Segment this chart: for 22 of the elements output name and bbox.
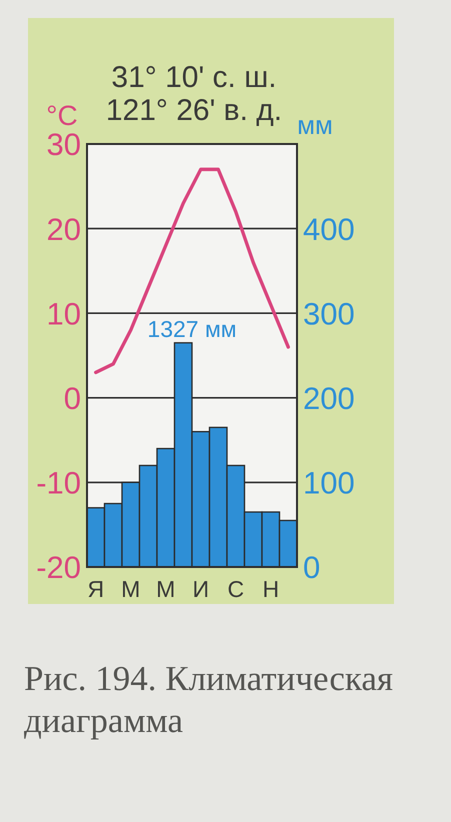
x-tick-label: И — [192, 576, 210, 602]
y2-axis-title: мм — [297, 110, 333, 140]
line-series — [94, 168, 290, 374]
y2-tick-label: 200 — [303, 380, 355, 416]
x-tick-label: Я — [87, 576, 104, 602]
y-tick-label: 0 — [64, 380, 81, 416]
chart-title: 31° 10' с. ш. — [111, 61, 277, 94]
x-tick-label: М — [121, 576, 140, 602]
y-tick-label: 10 — [46, 296, 81, 332]
x-tick-label: Н — [262, 576, 280, 602]
text: Рис. 194. Климатическая диаграмма — [24, 658, 394, 742]
x-tick-label: М — [156, 576, 176, 602]
y2-tick-label: 100 — [303, 466, 355, 501]
annotation: 1327 мм — [147, 316, 237, 342]
y2-tick-label: 300 — [303, 296, 355, 332]
y-tick-label: -20 — [36, 550, 81, 586]
y2-tick-label: 0 — [303, 550, 320, 586]
y-tick-label: -10 — [36, 466, 81, 501]
y-tick-label: 20 — [46, 212, 81, 247]
y2-tick-label: 400 — [303, 212, 355, 247]
chart-subtitle: 121° 26' в. д. — [106, 94, 282, 127]
x-tick-label: С — [227, 576, 244, 602]
